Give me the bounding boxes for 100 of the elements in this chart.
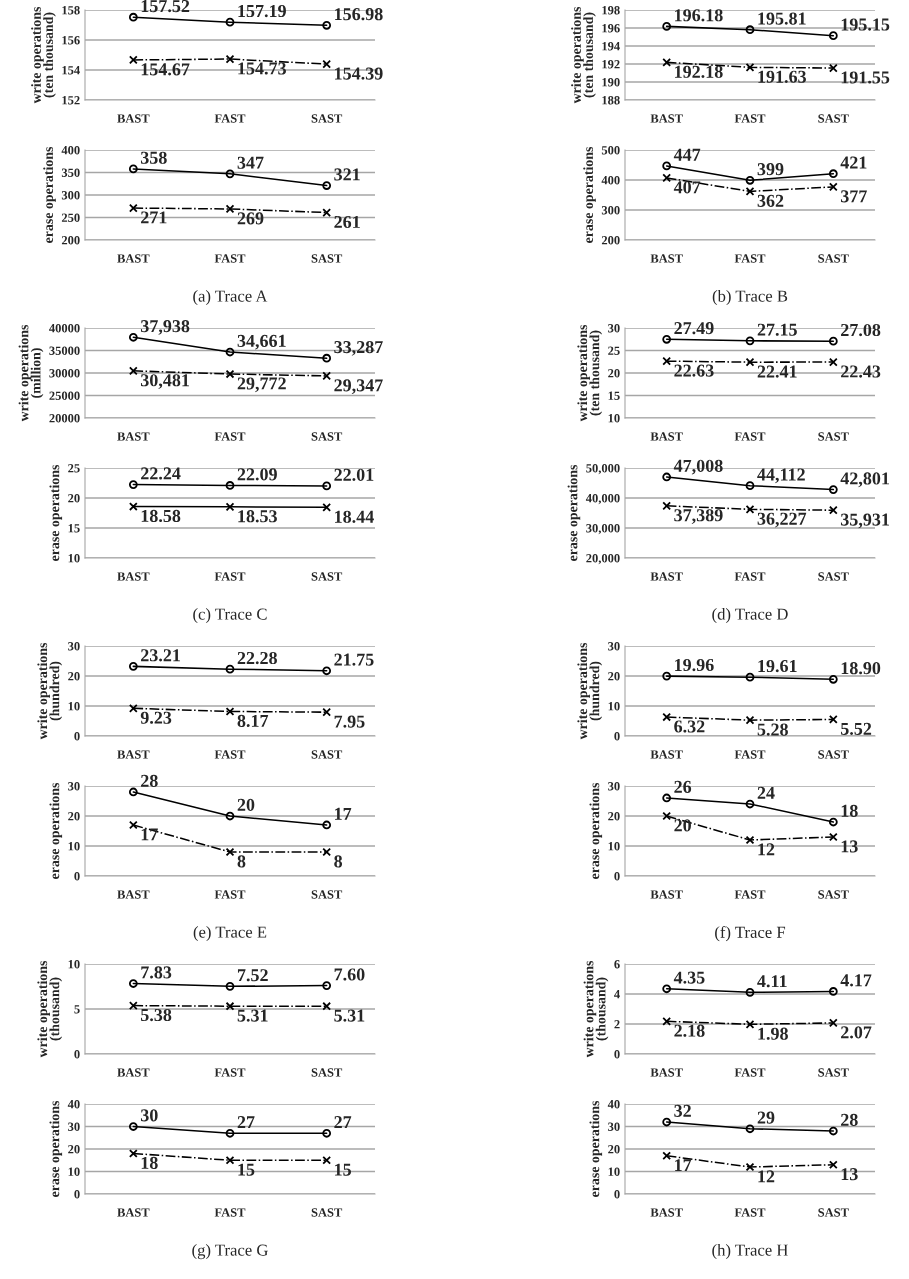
data-label: 27	[237, 1116, 255, 1129]
x-tick-label: BAST	[650, 750, 683, 759]
point	[128, 1001, 138, 1010]
y-tick-label: 0	[614, 1050, 620, 1059]
x-tick-label: FAST	[734, 890, 766, 899]
point	[225, 204, 235, 214]
point	[322, 371, 332, 381]
data-label: 196.18	[675, 9, 723, 22]
y-tick-label: 40000	[49, 324, 80, 333]
data-label: 27.15	[757, 323, 797, 336]
data-label: 362	[757, 194, 784, 207]
data-label: 27.49	[674, 322, 714, 335]
point	[322, 847, 332, 857]
data-label: 377	[840, 190, 867, 203]
point	[745, 799, 755, 809]
x-tick-label: FAST	[734, 750, 766, 759]
point	[322, 820, 332, 830]
x-tick-label: FAST	[734, 1208, 766, 1217]
x-tick-label: BAST	[117, 572, 150, 581]
y-tick-label: 200	[601, 236, 620, 245]
y-tick-label: 10	[68, 1167, 80, 1176]
point	[225, 1001, 235, 1011]
data-label: 21.75	[334, 653, 374, 666]
point	[745, 835, 755, 845]
y-tick-label: 20	[68, 1145, 80, 1154]
y-tick-label: 15	[608, 391, 620, 400]
y-tick-label: 156	[62, 36, 80, 45]
point	[745, 175, 755, 185]
data-label: 12	[758, 1170, 775, 1183]
point	[662, 22, 672, 31]
y-tick-label: 20	[68, 812, 80, 821]
point	[128, 164, 138, 174]
x-tick-label: SAST	[311, 890, 343, 899]
point	[322, 666, 332, 676]
point	[225, 664, 235, 674]
data-label: 34,661	[237, 334, 286, 350]
data-label: 8.17	[237, 714, 269, 728]
point	[322, 20, 332, 30]
point	[322, 481, 332, 491]
y-tick-label: 0	[74, 1050, 80, 1059]
x-tick-label: FAST	[214, 432, 246, 441]
data-label: 18	[841, 804, 858, 817]
point	[745, 62, 755, 72]
x-tick-label: BAST	[650, 890, 683, 899]
x-tick-label: BAST	[650, 114, 683, 123]
point	[828, 182, 838, 192]
point	[128, 332, 138, 342]
data-label: 154.73	[238, 62, 286, 75]
data-label: 37,389	[674, 509, 723, 524]
data-label: 156.98	[335, 8, 383, 21]
y-axis-title: erase operations	[589, 1100, 603, 1197]
point	[662, 161, 672, 171]
y-tick-label: 30000	[49, 369, 80, 378]
point	[828, 63, 838, 73]
y-tick-label: 30	[608, 1122, 620, 1131]
data-label: 7.52	[237, 969, 268, 982]
y-axis-title: write operations (hundred)	[577, 642, 603, 740]
x-tick-label: SAST	[311, 1068, 343, 1077]
data-label: 191.55	[841, 71, 890, 84]
x-tick-label: SAST	[311, 1208, 343, 1217]
x-tick-label: FAST	[214, 1068, 246, 1077]
point	[322, 981, 332, 990]
point	[225, 502, 235, 512]
y-axis-title: write operations (hundred)	[37, 642, 63, 740]
point	[745, 187, 755, 196]
y-axis-title: write operations (ten thousand)	[571, 6, 596, 104]
y-tick-label: 152	[62, 96, 80, 105]
y-tick-label: 6	[614, 960, 620, 969]
x-tick-label: BAST	[117, 1208, 150, 1217]
point	[828, 715, 838, 724]
data-label: 18.58	[141, 509, 181, 523]
data-label: 157.52	[141, 0, 190, 13]
data-label: 30,481	[140, 374, 189, 389]
data-label: 12	[758, 843, 775, 856]
point	[128, 703, 138, 713]
y-tick-label: 35000	[49, 346, 80, 355]
point	[128, 820, 138, 830]
data-label: 19.61	[758, 659, 797, 673]
data-label: 28	[141, 774, 158, 787]
point	[128, 979, 138, 988]
x-tick-label: SAST	[311, 432, 343, 441]
text: (c) Trace C	[193, 608, 267, 624]
data-label: 20	[674, 819, 691, 832]
point	[745, 481, 755, 491]
data-label: 20	[237, 798, 255, 811]
y-tick-label: 154	[62, 66, 80, 75]
data-label: 22.28	[237, 651, 277, 665]
y-tick-label: 158	[62, 6, 80, 15]
y-tick-label: 10	[68, 960, 80, 969]
point	[225, 811, 235, 821]
point	[662, 1016, 672, 1026]
y-tick-label: 0	[74, 872, 80, 881]
data-label: 195.81	[758, 12, 806, 25]
text: (a) Trace A	[193, 290, 268, 306]
point	[128, 203, 138, 213]
y-tick-label: 20	[608, 812, 620, 821]
point	[745, 357, 755, 367]
point	[322, 1001, 332, 1011]
data-label: 399	[757, 163, 784, 176]
point	[225, 481, 235, 490]
